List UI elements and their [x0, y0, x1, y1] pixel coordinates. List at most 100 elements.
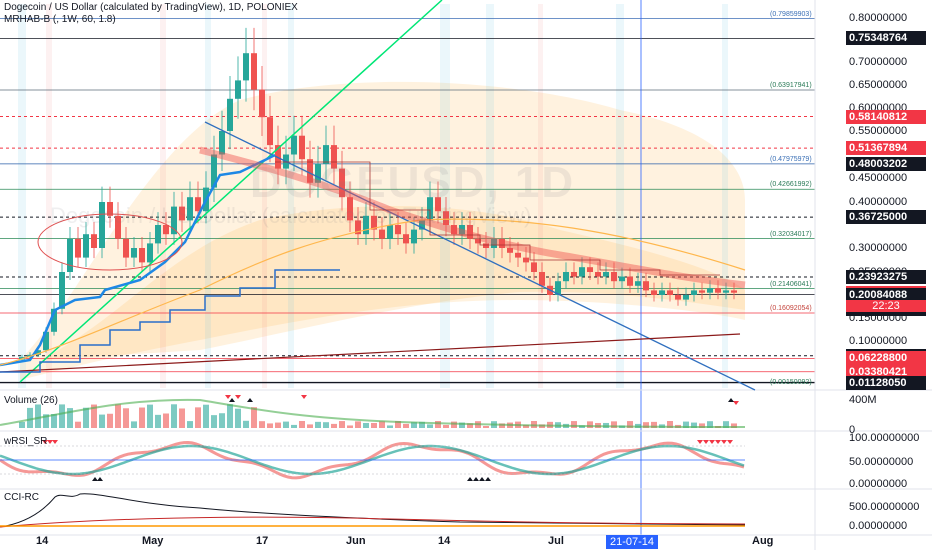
candle-body-11 [107, 202, 113, 216]
wrsi-sell-marker-3 [697, 440, 703, 444]
candle-body-50 [419, 220, 425, 230]
price-level-label-5: 0.23923275 [846, 269, 926, 284]
candle-body-28 [243, 53, 249, 81]
candle-body-2 [35, 350, 41, 355]
wrsi-green-line [0, 444, 745, 476]
candle-body-85 [699, 290, 705, 293]
price-tick-10: 0.10000000 [849, 335, 908, 347]
candle-body-58 [483, 243, 489, 248]
volume-bar-28 [243, 420, 249, 428]
chart-title: Dogecoin / US Dollar (calculated by Trad… [4, 2, 298, 13]
volume-bar-1 [27, 407, 33, 428]
candle-body-12 [115, 215, 121, 239]
fib-level-text-1: (0.63917941) [770, 81, 812, 89]
wrsi-tick-50: 50.00000000 [849, 456, 914, 468]
volume-bar-6 [67, 408, 73, 428]
volume-bar-3 [43, 414, 49, 428]
candle-body-36 [307, 159, 313, 183]
highlight-column-5 [616, 4, 624, 388]
volume-bar-20 [179, 408, 185, 428]
volume-bar-2 [35, 404, 41, 428]
candle-body-82 [675, 295, 681, 300]
volume-bar-21 [187, 421, 193, 428]
price-level-label-0: 0.75348764 [846, 31, 926, 46]
volume-bar-58 [483, 425, 489, 428]
candle-body-51 [427, 197, 433, 221]
volume-bar-24 [211, 415, 217, 428]
cci-tick-0: 0.00000000 [849, 520, 908, 532]
candle-body-53 [443, 211, 449, 225]
highlight-column-3 [440, 4, 450, 388]
fib-level-text-3: (0.42661992) [770, 181, 812, 189]
volume-bar-45 [379, 421, 385, 428]
volume-bar-78 [643, 422, 649, 428]
volume-bar-26 [227, 404, 233, 428]
indicator-label: MRHAB-B (, 1W, 60, 1.8) [4, 14, 116, 25]
volume-bar-29 [251, 407, 257, 428]
candle-body-45 [379, 229, 385, 239]
volume-bar-7 [75, 421, 81, 428]
candle-body-18 [163, 225, 169, 235]
volume-bar-83 [683, 421, 689, 428]
wrsi-sell-marker-1 [47, 440, 53, 444]
candle-body-13 [123, 238, 129, 258]
candle-body-48 [403, 234, 409, 244]
moving-average-orange [0, 218, 746, 366]
candle-body-64 [531, 262, 537, 272]
volume-bar-42 [355, 421, 361, 428]
wrsi-sell-marker-4 [703, 440, 709, 444]
time-label-jul: Jul [548, 535, 564, 547]
volume-bar-9 [91, 404, 97, 428]
candle-body-63 [523, 257, 529, 263]
volume-bar-55 [459, 422, 465, 428]
candle-body-57 [475, 238, 481, 244]
candle-body-25 [219, 131, 225, 155]
candle-body-9 [91, 234, 97, 248]
wrsi-panel [0, 440, 745, 481]
candle-body-37 [315, 163, 321, 183]
volume-bar-10 [99, 414, 105, 428]
candle-body-4 [51, 308, 57, 332]
candle-body-43 [363, 215, 369, 235]
volume-bar-85 [699, 423, 705, 428]
candle-body-41 [347, 197, 353, 221]
volume-bar-25 [219, 413, 225, 428]
candle-body-22 [195, 197, 201, 212]
price-tick-2: 0.65000000 [849, 79, 908, 91]
candle-body-6 [67, 238, 73, 272]
volume-bar-18 [163, 413, 169, 428]
volume-bar-37 [315, 421, 321, 428]
highlight-column-0 [18, 4, 26, 388]
candle-body-3 [43, 331, 49, 351]
volume-bar-43 [363, 422, 369, 428]
candle-body-21 [187, 197, 193, 221]
volume-bar-39 [331, 423, 337, 428]
candle-body-15 [139, 248, 145, 263]
price-level-label-12: 0.01128050 [846, 375, 926, 390]
candle-body-35 [299, 135, 305, 160]
wrsi-buy-marker-2 [467, 477, 473, 481]
candle-body-89 [731, 290, 737, 293]
fib-level-text-4: (0.32034017) [770, 230, 812, 238]
candlestick-series [19, 27, 737, 362]
candle-body-81 [667, 290, 673, 295]
price-tick-5: 0.45000000 [849, 172, 908, 184]
cci-tick-500: 500.00000000 [849, 501, 920, 513]
volume-bar-23 [203, 404, 209, 428]
cci-signal [0, 516, 746, 528]
time-label-14-jun: 14 [438, 535, 451, 547]
time-label-jun: Jun [346, 535, 366, 547]
red-column-3 [538, 4, 543, 388]
volume-bar-88 [723, 421, 729, 428]
volume-bar-81 [667, 421, 673, 428]
candle-body-17 [155, 225, 161, 244]
volume-panel-label: Volume (26) [4, 395, 58, 406]
time-label-aug: Aug [752, 535, 774, 547]
volume-bar-8 [83, 407, 89, 428]
volume-sell-marker-3 [733, 401, 739, 405]
volume-bar-22 [195, 407, 201, 428]
candle-body-59 [491, 238, 497, 248]
candle-body-54 [451, 225, 457, 235]
candle-body-16 [147, 243, 153, 263]
